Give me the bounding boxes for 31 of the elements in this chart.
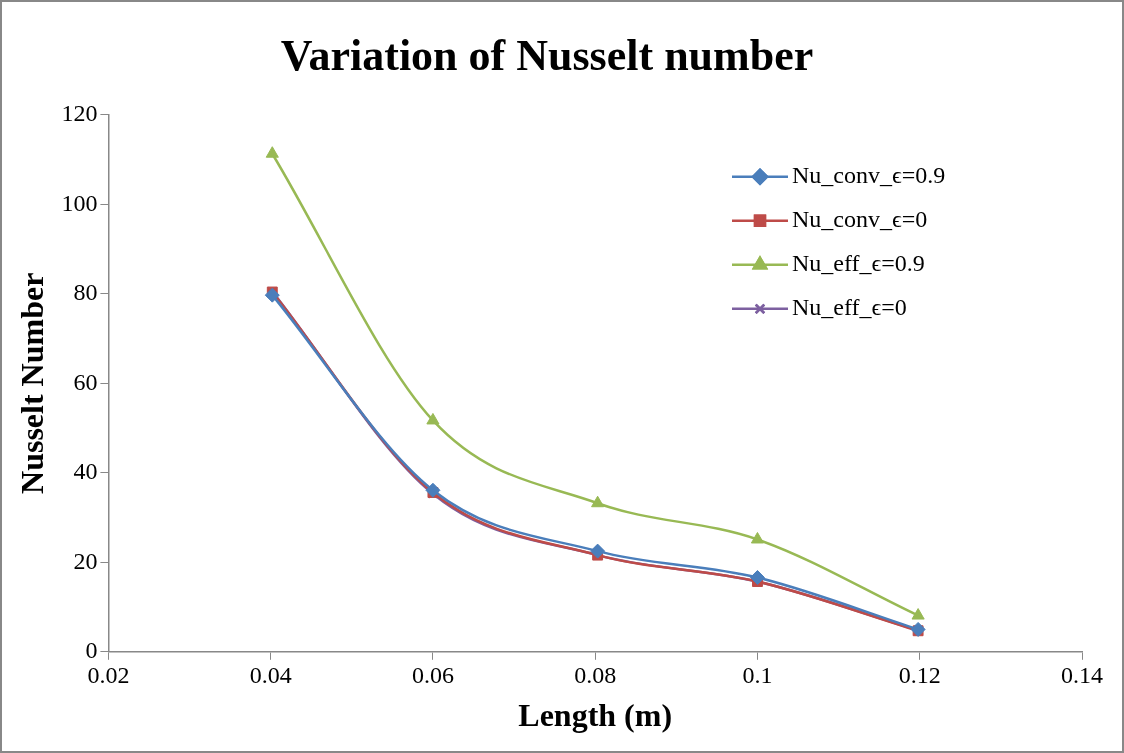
x-tick-label: 0.04	[249, 662, 292, 689]
y-tick-label: 0	[85, 637, 98, 664]
point	[749, 570, 765, 586]
x-tick-label: 0.1	[742, 662, 773, 689]
point	[265, 146, 279, 158]
x-tick-label: 0.02	[87, 662, 130, 689]
point	[264, 287, 280, 303]
x-tick-label: 0.06	[411, 662, 454, 689]
y-tick-label: 120	[61, 100, 98, 127]
x-tick-label: 0.14	[1061, 662, 1103, 689]
legend-label: Nu_conv_ϵ=0	[792, 206, 928, 233]
y-axis-title: Nusselt Number	[14, 272, 51, 494]
x-tick-label: 0.08	[574, 662, 617, 689]
legend-label: Nu_eff_ϵ=0	[792, 294, 907, 321]
point	[426, 412, 440, 425]
y-tick-label: 40	[73, 458, 98, 485]
y-tick-label: 20	[73, 547, 98, 574]
point	[910, 621, 926, 637]
x-axis-title: Length (m)	[518, 697, 673, 734]
point	[591, 495, 605, 508]
point	[590, 543, 606, 559]
legend-label: Nu_eff_ϵ=0.9	[792, 250, 925, 277]
y-tick-label: 60	[73, 368, 98, 395]
point	[425, 482, 441, 498]
legend-label: Nu_conv_ϵ=0.9	[792, 162, 946, 189]
point	[750, 531, 765, 544]
y-tick-label: 80	[73, 279, 98, 306]
x-tick-label: 0.12	[898, 662, 941, 689]
y-tick-label: 100	[61, 189, 98, 216]
point	[911, 608, 925, 620]
chart-title: Variation of Nusselt number	[280, 30, 814, 80]
